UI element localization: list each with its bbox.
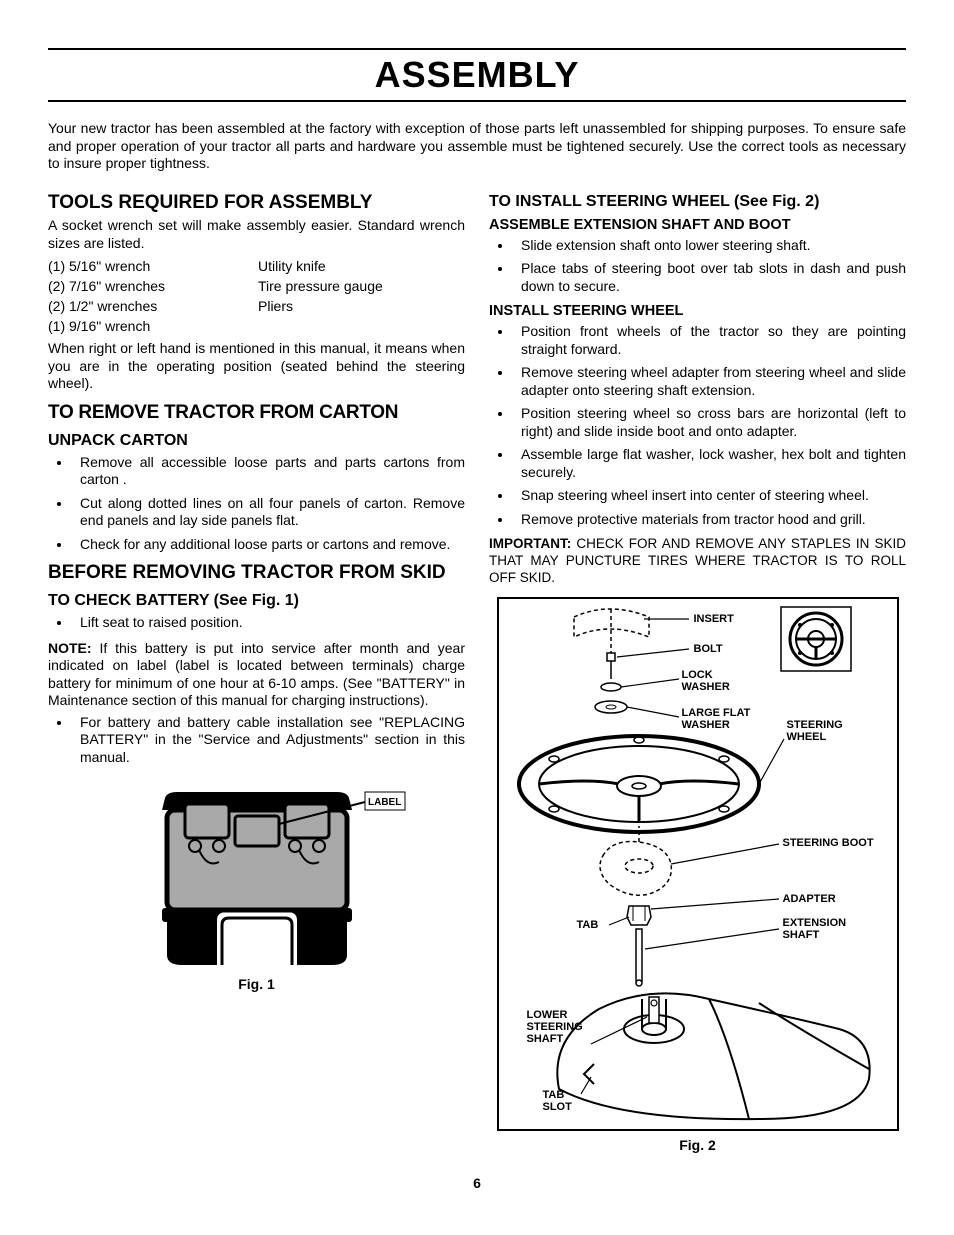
unpack-list: Remove all accessible loose parts and pa… xyxy=(48,454,465,554)
fig2-label-extension-shaft: EXTENSIONSHAFT xyxy=(783,917,847,941)
note-label: NOTE: xyxy=(48,640,92,656)
intro-paragraph: Your new tractor has been assembled at t… xyxy=(48,120,906,173)
fig2-label-lock-washer: LOCKWASHER xyxy=(682,669,730,693)
fig2-label-tab: TAB xyxy=(577,919,599,931)
fig1-label-text: LABEL xyxy=(368,797,401,808)
heading-remove-carton: TO REMOVE TRACTOR FROM CARTON xyxy=(48,403,465,424)
wheel-list: Position front wheels of the tractor so … xyxy=(489,323,906,528)
left-column: TOOLS REQUIRED FOR ASSEMBLY A socket wre… xyxy=(48,183,465,1153)
figure-1-svg: LABEL xyxy=(107,780,407,970)
battery-note: NOTE: If this battery is put into servic… xyxy=(48,640,465,710)
tools-intro: A socket wrench set will make assembly e… xyxy=(48,217,465,252)
fig2-label-large-flat-washer: LARGE FLATWASHER xyxy=(682,707,751,731)
page-number: 6 xyxy=(48,1175,906,1191)
heading-before-skid: BEFORE REMOVING TRACTOR FROM SKID xyxy=(48,563,465,584)
important-label: IMPORTANT: xyxy=(489,536,571,551)
tool-right-1: Tire pressure gauge xyxy=(258,278,465,294)
fig1-caption: Fig. 1 xyxy=(48,976,465,992)
fig2-label-steering-wheel: STEERINGWHEEL xyxy=(787,719,843,743)
tool-right-3 xyxy=(258,318,465,334)
fig2-label-adapter: ADAPTER xyxy=(783,893,836,905)
heading-install-wheel: INSTALL STEERING WHEEL xyxy=(489,303,906,319)
list-item: Remove steering wheel adapter from steer… xyxy=(513,364,906,399)
heading-check-battery: TO CHECK BATTERY (See Fig. 1) xyxy=(48,592,465,610)
tool-right-2: Pliers xyxy=(258,298,465,314)
list-item: Check for any additional loose parts or … xyxy=(72,536,465,554)
battery-list-2: For battery and battery cable installati… xyxy=(48,714,465,767)
tool-left-0: (1) 5/16" wrench xyxy=(48,258,258,274)
list-item: Assemble large flat washer, lock washer,… xyxy=(513,446,906,481)
heading-tools: TOOLS REQUIRED FOR ASSEMBLY xyxy=(48,193,465,214)
fig2-label-bolt: BOLT xyxy=(694,643,723,655)
list-item: Remove all accessible loose parts and pa… xyxy=(72,454,465,489)
fig2-label-steering-boot: STEERING BOOT xyxy=(783,837,874,849)
battery-list-1: Lift seat to raised position. xyxy=(48,614,465,632)
tool-right-0: Utility knife xyxy=(258,258,465,274)
list-item: Position steering wheel so cross bars ar… xyxy=(513,405,906,440)
fig2-label-lower-shaft: LOWERSTEERINGSHAFT xyxy=(527,1009,583,1045)
tool-left-3: (1) 9/16" wrench xyxy=(48,318,258,334)
rule-bottom xyxy=(48,100,906,102)
fig2-caption: Fig. 2 xyxy=(489,1137,906,1153)
heading-install-steering: TO INSTALL STEERING WHEEL (See Fig. 2) xyxy=(489,193,906,211)
list-item: Lift seat to raised position. xyxy=(72,614,465,632)
columns: TOOLS REQUIRED FOR ASSEMBLY A socket wre… xyxy=(48,183,906,1153)
hand-note: When right or left hand is mentioned in … xyxy=(48,340,465,393)
fig2-label-insert: INSERT xyxy=(694,613,734,625)
tool-left-1: (2) 7/16" wrenches xyxy=(48,278,258,294)
list-item: Snap steering wheel insert into center o… xyxy=(513,487,906,505)
fig2-label-tab-slot: TABSLOT xyxy=(543,1089,572,1113)
list-item: For battery and battery cable installati… xyxy=(72,714,465,767)
list-item: Place tabs of steering boot over tab slo… xyxy=(513,260,906,295)
heading-unpack: UNPACK CARTON xyxy=(48,432,465,450)
list-item: Position front wheels of the tractor so … xyxy=(513,323,906,358)
page-title: ASSEMBLY xyxy=(48,54,906,96)
list-item: Cut along dotted lines on all four panel… xyxy=(72,495,465,530)
figure-1: LABEL Fig. 1 xyxy=(48,780,465,992)
tool-left-2: (2) 1/2" wrenches xyxy=(48,298,258,314)
rule-top xyxy=(48,48,906,50)
note-body: If this battery is put into service afte… xyxy=(48,640,465,709)
tool-grid: (1) 5/16" wrench Utility knife (2) 7/16"… xyxy=(48,258,465,334)
heading-assemble-ext: ASSEMBLE EXTENSION SHAFT AND BOOT xyxy=(489,217,906,233)
figure-2: INSERT BOLT LOCKWASHER LARGE FLATWASHER … xyxy=(497,597,899,1131)
important-note: IMPORTANT: CHECK FOR AND REMOVE ANY STAP… xyxy=(489,536,906,587)
list-item: Remove protective materials from tractor… xyxy=(513,511,906,529)
ext-list: Slide extension shaft onto lower steerin… xyxy=(489,237,906,296)
page: ASSEMBLY Your new tractor has been assem… xyxy=(48,48,906,1191)
list-item: Slide extension shaft onto lower steerin… xyxy=(513,237,906,255)
right-column: TO INSTALL STEERING WHEEL (See Fig. 2) A… xyxy=(489,183,906,1153)
